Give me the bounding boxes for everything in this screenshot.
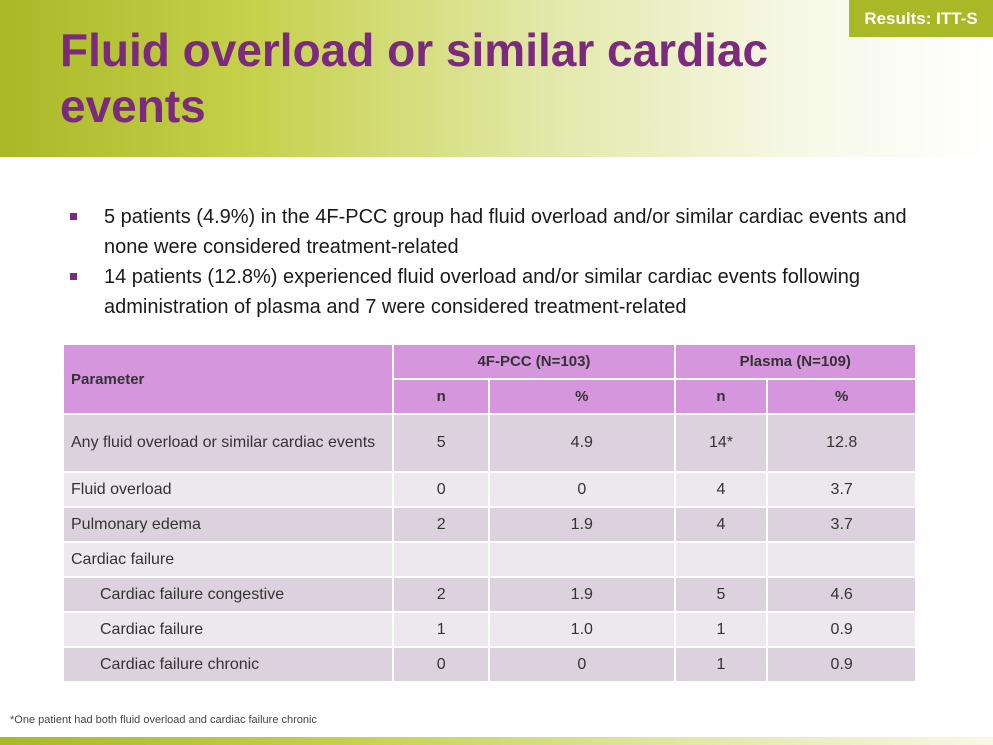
cell-value: 2: [392, 576, 491, 613]
cell-value: 3.7: [766, 506, 917, 543]
cell-value: 4: [673, 506, 769, 543]
cell-value: [766, 541, 917, 578]
cell-value: 0: [392, 646, 491, 683]
header-band: [0, 0, 993, 157]
cell-value: 1: [673, 646, 769, 683]
row-label: Any fluid overload or similar cardiac ev…: [61, 413, 395, 473]
table-row: Fluid overload 0 0 4 3.7: [61, 471, 917, 508]
row-label: Cardiac failure chronic: [61, 646, 395, 683]
results-table: Parameter 4F-PCC (N=103) Plasma (N=109) …: [61, 343, 918, 683]
table-row: Cardiac failure chronic 0 0 1 0.9: [61, 646, 917, 683]
bullet-item: 14 patients (12.8%) experienced fluid ov…: [68, 262, 928, 322]
cell-value: 4: [673, 471, 769, 508]
cell-value: 5: [673, 576, 769, 613]
subheader-n: n: [392, 378, 491, 415]
table-header-row: Parameter 4F-PCC (N=103) Plasma (N=109): [61, 343, 918, 415]
row-label: Fluid overload: [61, 471, 395, 508]
bullet-text: 5 patients (4.9%) in the 4F-PCC group ha…: [104, 206, 907, 258]
page-title: Fluid overload or similar cardiac events: [60, 24, 769, 132]
table-row: Pulmonary edema 2 1.9 4 3.7: [61, 506, 917, 543]
cell-value: 2: [392, 506, 491, 543]
cell-value: 12.8: [766, 413, 917, 473]
cell-value: [673, 541, 769, 578]
cell-value: 1.0: [488, 611, 676, 648]
group-header-plasma: Plasma (N=109): [673, 343, 918, 380]
section-badge: Results: ITT-S: [849, 0, 993, 37]
table-subheader-row: n % n %: [63, 378, 917, 415]
cell-value: 0.9: [766, 646, 917, 683]
footnote: *One patient had both fluid overload and…: [10, 714, 317, 726]
cell-value: 4.9: [488, 413, 676, 473]
cell-value: 1.9: [488, 576, 676, 613]
cell-value: [392, 541, 491, 578]
cell-value: 1: [392, 611, 491, 648]
cell-value: 0: [488, 646, 676, 683]
table-row: Any fluid overload or similar cardiac ev…: [61, 413, 917, 473]
cell-value: 0: [488, 471, 676, 508]
parameter-header: Parameter: [61, 343, 395, 415]
row-label: Cardiac failure: [61, 541, 395, 578]
row-label: Cardiac failure: [61, 611, 395, 648]
square-bullet-icon: [70, 213, 77, 220]
bottom-band: [0, 737, 993, 745]
table-row: Cardiac failure congestive 2 1.9 5 4.6: [61, 576, 917, 613]
table-row: Cardiac failure 1 1.0 1 0.9: [61, 611, 917, 648]
group-header-4f-pcc: 4F-PCC (N=103): [392, 343, 676, 380]
cell-value: [488, 541, 676, 578]
cell-value: 0.9: [766, 611, 917, 648]
square-bullet-icon: [70, 273, 77, 280]
row-label: Cardiac failure congestive: [61, 576, 395, 613]
cell-value: 14*: [673, 413, 769, 473]
bullet-item: 5 patients (4.9%) in the 4F-PCC group ha…: [68, 202, 928, 262]
cell-value: 1: [673, 611, 769, 648]
subheader-percent: %: [488, 378, 676, 415]
bullet-list: 5 patients (4.9%) in the 4F-PCC group ha…: [68, 202, 928, 322]
subheader-n: n: [673, 378, 769, 415]
subheader-percent: %: [766, 378, 917, 415]
cell-value: 5: [392, 413, 491, 473]
row-label: Pulmonary edema: [61, 506, 395, 543]
bullet-text: 14 patients (12.8%) experienced fluid ov…: [104, 266, 860, 318]
cell-value: 1.9: [488, 506, 676, 543]
cell-value: 3.7: [766, 471, 917, 508]
cell-value: 4.6: [766, 576, 917, 613]
cell-value: 0: [392, 471, 491, 508]
table-row: Cardiac failure: [61, 541, 917, 578]
